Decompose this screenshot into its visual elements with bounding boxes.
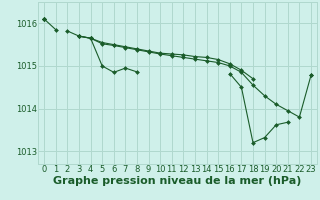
X-axis label: Graphe pression niveau de la mer (hPa): Graphe pression niveau de la mer (hPa) bbox=[53, 176, 302, 186]
